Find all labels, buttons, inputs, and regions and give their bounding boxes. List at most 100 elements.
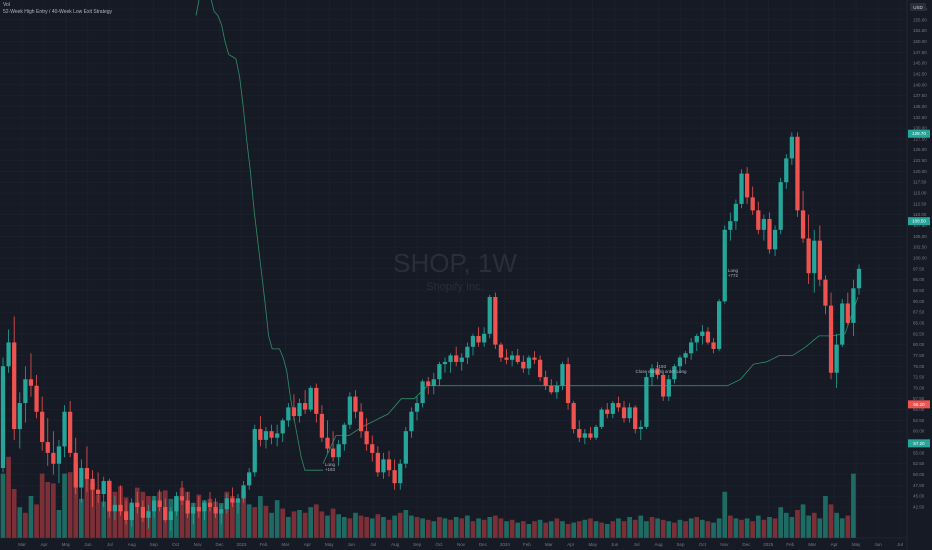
candle-body <box>750 197 755 211</box>
volume-bar <box>638 515 644 538</box>
currency-badge: USD <box>913 5 923 10</box>
volume-bar <box>616 518 621 538</box>
candle-body <box>275 433 280 438</box>
volume-bar <box>207 498 213 538</box>
candle-body <box>414 403 420 412</box>
y-tick-label: 55.00 <box>913 450 925 455</box>
y-tick-label: 115.00 <box>913 191 927 196</box>
candle-body <box>73 452 78 488</box>
candle-body <box>756 210 761 230</box>
candle-body <box>17 403 22 430</box>
volume-bar <box>453 517 459 538</box>
y-tick-label: 105.00 <box>913 234 927 239</box>
volume-bar <box>683 521 688 538</box>
y-tick-label: 52.50 <box>913 461 925 466</box>
volume-bar <box>688 518 694 538</box>
chart-legend: Vol 52-Week High Entry / 40-Week Low Exi… <box>3 2 112 16</box>
x-tick-label: Sep <box>413 542 422 547</box>
x-tick-label: Oct <box>436 542 444 547</box>
candle-body <box>151 500 157 512</box>
trade-annotation-label: +193 <box>656 364 667 369</box>
volume-bar <box>459 518 465 538</box>
volume-bar <box>772 518 778 538</box>
candle-body <box>269 431 274 438</box>
x-tick-label: Jul <box>370 542 376 547</box>
volume-bar <box>560 521 565 538</box>
price-label-bg <box>908 400 930 409</box>
volume-bar <box>319 511 325 538</box>
x-tick-label: Dec <box>742 542 751 547</box>
candle-body <box>627 407 632 419</box>
volume-bar <box>28 496 34 538</box>
volume-bar <box>520 521 526 538</box>
candle-body <box>196 507 201 512</box>
volume-bar <box>733 518 739 538</box>
volume-bar <box>509 519 515 538</box>
legend-strategy-name[interactable]: 52-Week High Entry / 40-Week Low Exit St… <box>3 9 113 15</box>
volume-bar <box>157 491 163 538</box>
volume-bar <box>269 512 274 538</box>
volume-bar <box>313 504 319 538</box>
candle-body <box>532 357 537 360</box>
y-tick-label: 87.50 <box>913 310 925 315</box>
candle-body <box>314 387 319 414</box>
x-tick-label: Aug <box>128 542 137 547</box>
candle-body <box>789 136 794 159</box>
volume-bar <box>492 515 498 538</box>
x-tick-label: May <box>325 542 334 547</box>
candle-body <box>330 448 336 458</box>
candle-body <box>845 303 850 323</box>
candle-body <box>700 331 705 336</box>
x-tick-label: Sep <box>676 542 685 547</box>
volume-bar <box>230 496 235 538</box>
volume-bar <box>532 521 537 538</box>
candle-body <box>593 426 599 438</box>
volume-bar <box>341 517 347 538</box>
volume-bar <box>235 500 241 538</box>
candle-body <box>12 342 17 430</box>
volume-bar <box>23 512 28 538</box>
volume-bar <box>414 517 420 538</box>
x-tick-label: May <box>588 542 597 547</box>
price-label: 57.20 <box>913 441 925 446</box>
volume-bar <box>705 521 711 538</box>
candle-body <box>403 431 408 464</box>
volume-bar <box>481 519 487 538</box>
candle-body <box>364 431 369 445</box>
candle-body <box>146 511 151 518</box>
x-tick-label: Nov <box>194 542 203 547</box>
candle-body <box>353 396 358 412</box>
volume-bar <box>448 519 453 538</box>
candle-body <box>549 385 554 393</box>
candle-body <box>202 502 207 512</box>
candle-body <box>381 459 386 473</box>
candle-body <box>179 496 185 501</box>
candle-body <box>728 221 733 230</box>
volume-bar <box>716 518 722 538</box>
volume-bar <box>11 489 17 538</box>
candle-body <box>638 426 643 430</box>
y-tick-label: 82.50 <box>913 331 925 336</box>
candle-body <box>526 357 532 369</box>
volume-bar <box>358 515 364 538</box>
candle-body <box>739 173 744 204</box>
volume-bar <box>285 517 291 538</box>
trade-annotation-label: Long <box>728 268 739 273</box>
volume-bar <box>783 512 789 538</box>
candle-body <box>812 240 817 274</box>
x-tick-label: Jul <box>897 542 903 547</box>
volume-bar <box>381 517 386 538</box>
candle-body <box>459 357 464 362</box>
price-label: 108.50 <box>912 219 926 224</box>
volume-bar <box>806 515 811 538</box>
candle-body <box>800 210 806 239</box>
candle-body <box>207 502 213 507</box>
volume-bar <box>347 518 353 538</box>
candle-body <box>84 468 90 479</box>
candle-body <box>661 374 666 397</box>
candle-body <box>224 498 229 510</box>
volume-bar <box>174 496 179 538</box>
x-tick-label: Nov <box>720 542 729 547</box>
candle-body <box>336 444 341 458</box>
